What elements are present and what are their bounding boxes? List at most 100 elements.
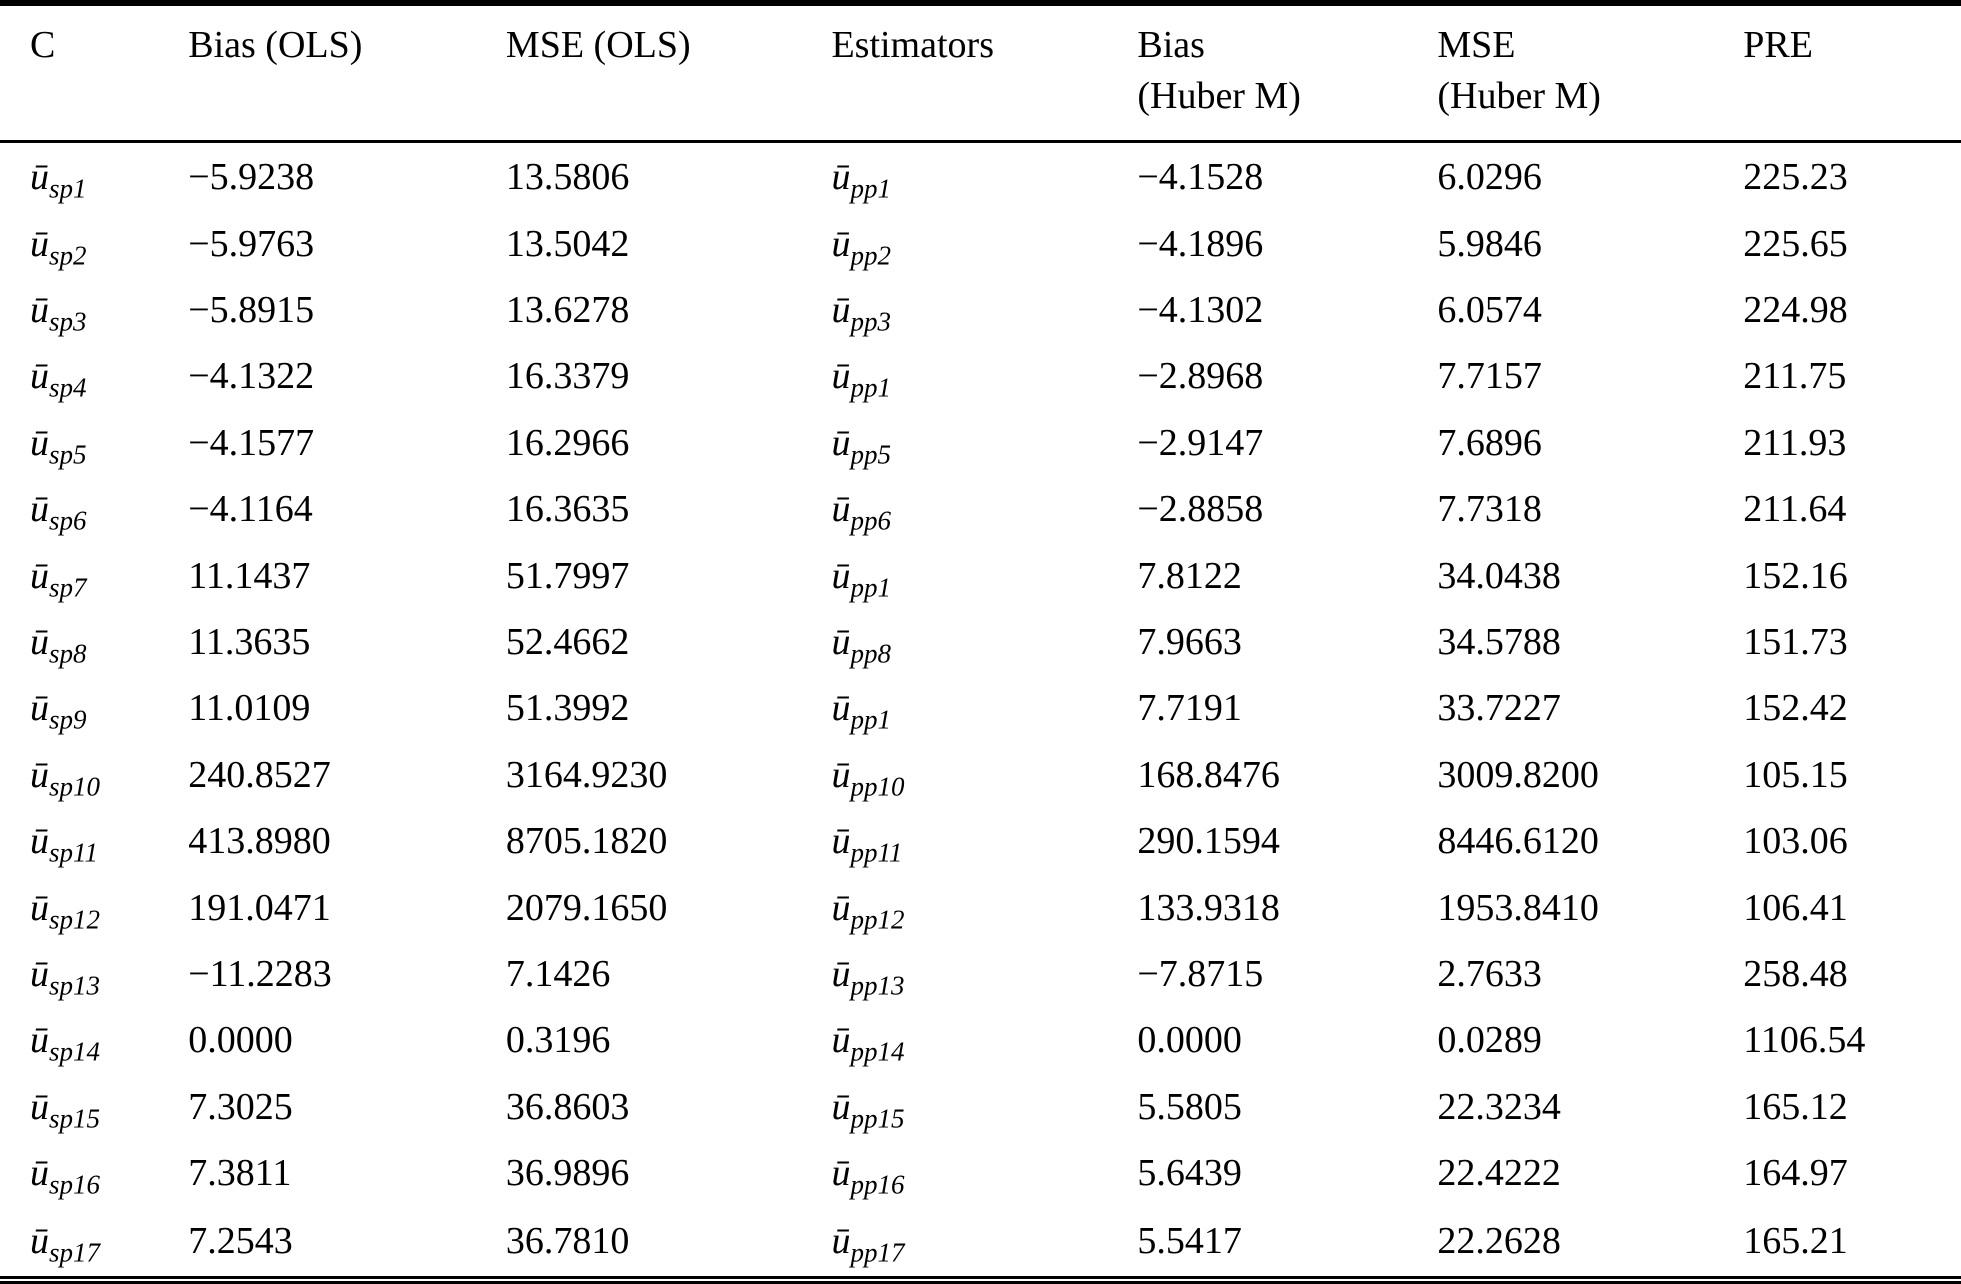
estimator-subscript: pp5 (850, 439, 891, 470)
estimator-subscript: sp7 (49, 572, 87, 603)
bias-huber-cell: 5.6439 (1137, 1152, 1242, 1195)
col-header-mse-ols-label: MSE (OLS) (505, 24, 691, 66)
u-bar-symbol: ū (30, 820, 49, 863)
estimator-symbol: ūpp6 (831, 488, 891, 534)
u-bar-symbol: ū (30, 488, 49, 531)
col-header-mse-ols: MSE (OLS) (506, 3, 832, 142)
table-row: ūsp17 7.2543 36.7810 ūpp17 5.5417 22.262… (0, 1206, 1961, 1280)
estimator-subscript: pp13 (850, 970, 905, 1001)
estimator-subscript: pp6 (850, 505, 891, 536)
mse-huber-cell: 5.9846 (1437, 222, 1542, 265)
estimator-subscript: sp3 (49, 306, 87, 337)
estimator-symbol: ūpp1 (831, 355, 891, 401)
estimator-subscript: sp4 (49, 373, 87, 404)
pre-cell: 225.65 (1743, 222, 1848, 265)
estimator-subscript: pp8 (850, 638, 891, 669)
mse-huber-cell: 3009.8200 (1437, 753, 1599, 796)
bias-ols-cell: −5.9238 (188, 155, 315, 198)
estimator-cell: ūpp1 (831, 675, 1137, 741)
estimator-symbol: ūsp3 (30, 289, 87, 335)
col-header-mse-huber-line2: (Huber M) (1437, 75, 1601, 118)
mse-huber-cell: 1953.8410 (1437, 886, 1599, 929)
bias-ols-cell: 11.3635 (188, 621, 311, 664)
estimator-symbol: ūpp1 (831, 156, 891, 202)
c-estimator-cell: ūsp1 (0, 142, 188, 211)
u-bar-symbol: ū (831, 1085, 851, 1128)
estimator-symbol: ūsp17 (30, 1220, 100, 1266)
bias-huber-cell: 0.0000 (1137, 1019, 1242, 1062)
col-header-pre-label: PRE (1743, 24, 1813, 66)
estimator-symbol: ūsp10 (30, 754, 100, 800)
mse-huber-cell: 22.4222 (1437, 1152, 1561, 1195)
mse-ols-cell: 16.3379 (505, 355, 630, 398)
pre-cell: 105.15 (1743, 753, 1848, 796)
pre-cell: 103.06 (1743, 820, 1848, 863)
col-header-mse-huber: MSE (Huber M) (1437, 3, 1743, 142)
bias-huber-cell: −4.1896 (1137, 222, 1264, 265)
estimator-subscript: sp6 (49, 505, 87, 536)
col-header-bias-ols-label: Bias (OLS) (188, 24, 363, 66)
bias-huber-cell: −4.1528 (1137, 155, 1264, 198)
estimator-subscript: pp1 (850, 373, 891, 404)
u-bar-symbol: ū (30, 1085, 49, 1128)
estimator-subscript: sp1 (49, 173, 87, 204)
u-bar-symbol: ū (831, 222, 851, 265)
bias-ols-cell: 7.2543 (188, 1220, 293, 1263)
pre-cell: 165.12 (1743, 1085, 1848, 1128)
estimator-cell: ūpp3 (831, 277, 1137, 343)
mse-huber-cell: 0.0289 (1437, 1019, 1542, 1062)
estimator-subscript: pp1 (850, 572, 891, 603)
mse-huber-cell: 34.0438 (1437, 554, 1561, 597)
bias-ols-cell: −5.9763 (188, 222, 315, 265)
bias-ols-cell: −5.8915 (188, 289, 315, 332)
estimator-symbol: ūpp11 (831, 820, 902, 866)
col-header-c-label: C (30, 24, 56, 66)
estimator-symbol: ūsp9 (30, 687, 87, 733)
bias-ols-cell: 240.8527 (188, 753, 331, 796)
estimator-subscript: sp2 (49, 240, 87, 271)
mse-ols-cell: 51.3992 (505, 687, 630, 730)
estimator-subscript: sp17 (49, 1237, 101, 1268)
bias-huber-cell: 7.8122 (1137, 554, 1242, 597)
c-estimator-cell: ūsp5 (0, 410, 188, 476)
c-estimator-cell: ūsp9 (0, 675, 188, 741)
estimator-symbol: ūsp14 (30, 1019, 100, 1065)
estimator-cell: ūpp10 (831, 742, 1137, 808)
u-bar-symbol: ū (831, 1019, 851, 1062)
estimator-symbol: ūsp11 (30, 820, 98, 866)
estimator-symbol: ūsp7 (30, 555, 87, 601)
estimator-subscript: pp15 (850, 1103, 905, 1134)
u-bar-symbol: ū (30, 1152, 49, 1195)
c-estimator-cell: ūsp3 (0, 277, 188, 343)
bias-huber-cell: 7.7191 (1137, 687, 1242, 730)
col-header-bias-huber-line1: Bias (1137, 24, 1205, 66)
bias-ols-cell: −4.1322 (188, 355, 315, 398)
u-bar-symbol: ū (30, 1019, 49, 1062)
c-estimator-cell: ūsp11 (0, 808, 188, 874)
c-estimator-cell: ūsp16 (0, 1140, 188, 1206)
bias-huber-cell: −2.8968 (1137, 355, 1264, 398)
bias-ols-cell: 191.0471 (188, 886, 331, 929)
estimator-subscript: pp14 (850, 1036, 905, 1067)
c-estimator-cell: ūsp13 (0, 941, 188, 1007)
mse-ols-cell: 8705.1820 (505, 820, 668, 863)
estimator-symbol: ūsp5 (30, 422, 87, 468)
estimator-symbol: ūpp12 (831, 887, 904, 933)
bias-huber-cell: 5.5805 (1137, 1085, 1242, 1128)
mse-huber-cell: 22.2628 (1437, 1220, 1561, 1263)
table-row: ūsp9 11.0109 51.3992 ūpp1 7.7191 33.7227… (0, 675, 1961, 741)
table-row: ūsp8 11.3635 52.4662 ūpp8 7.9663 34.5788… (0, 609, 1961, 675)
mse-huber-cell: 7.7318 (1437, 488, 1542, 531)
bias-huber-cell: 7.9663 (1137, 621, 1242, 664)
estimator-subscript: pp10 (850, 771, 905, 802)
bias-ols-cell: 11.1437 (188, 554, 311, 597)
u-bar-symbol: ū (30, 886, 49, 929)
estimator-symbol: ūsp2 (30, 223, 87, 269)
estimator-symbol: ūsp1 (30, 156, 87, 202)
estimator-subscript: sp10 (49, 771, 101, 802)
table-row: ūsp5 −4.1577 16.2966 ūpp5 −2.9147 7.6896… (0, 410, 1961, 476)
col-header-c: C (0, 3, 188, 142)
pre-cell: 225.23 (1743, 155, 1848, 198)
table-row: ūsp14 0.0000 0.3196 ūpp14 0.0000 0.0289 … (0, 1007, 1961, 1073)
pre-cell: 152.42 (1743, 687, 1848, 730)
